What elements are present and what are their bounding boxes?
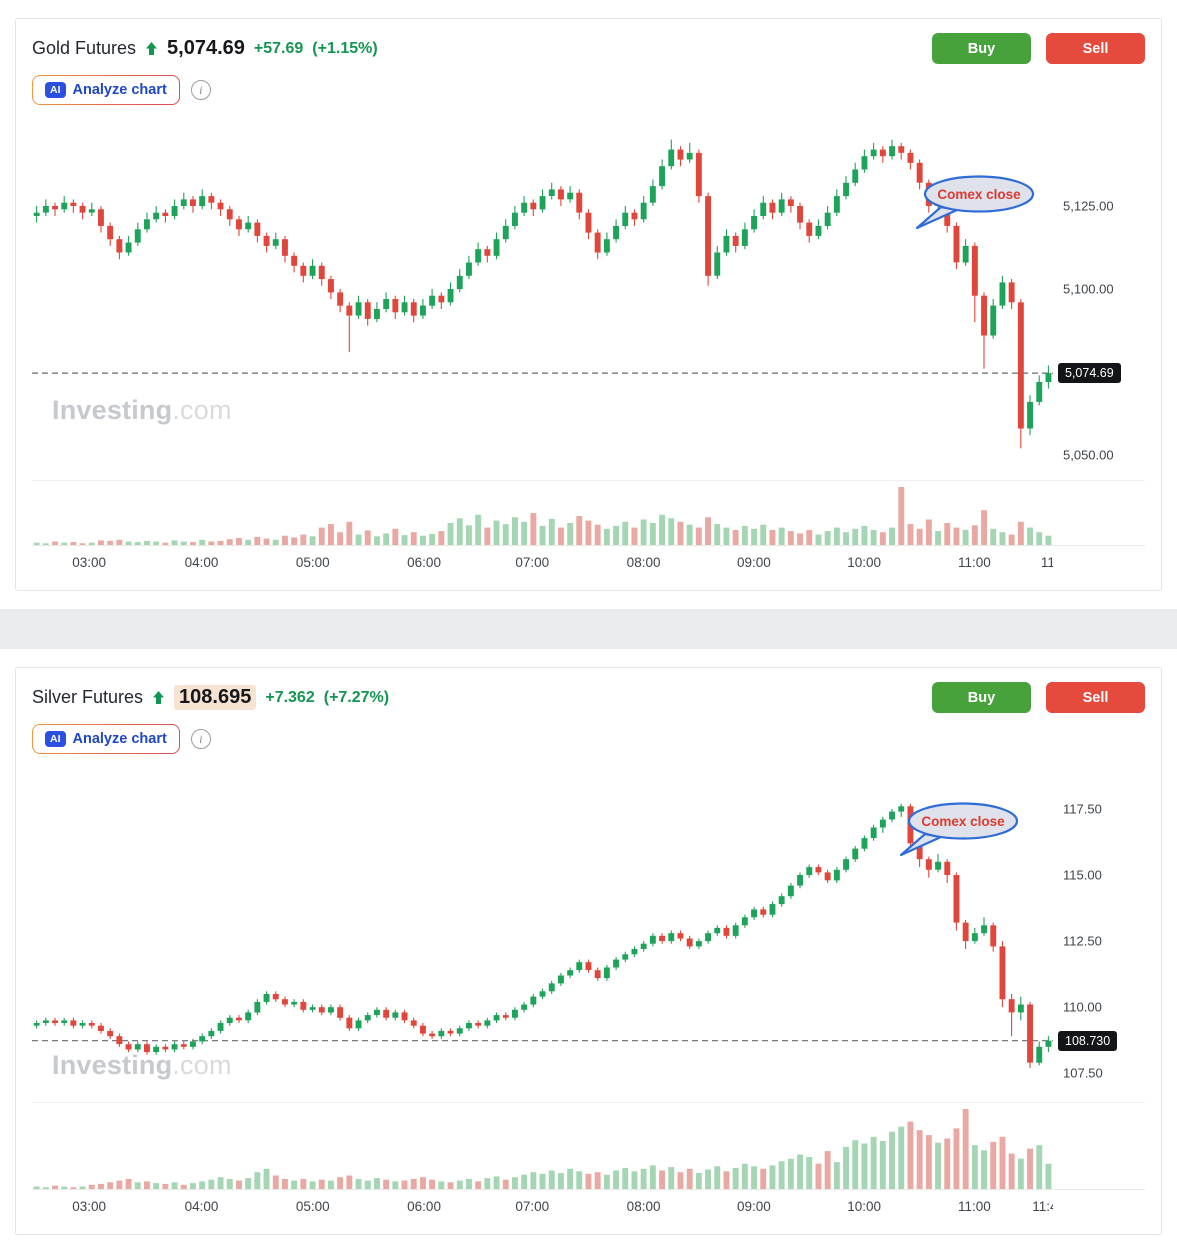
x-axis-label: 07:00: [515, 1199, 550, 1214]
price-up-arrow-icon: [152, 690, 165, 705]
x-axis-label: 11:4: [1032, 1199, 1053, 1214]
x-axis-label: 03:00: [72, 1199, 107, 1214]
last-price-tag: 108.730: [1058, 1030, 1118, 1051]
x-axis-label: 11:00: [957, 555, 991, 570]
y-axis-label: 5,100.00: [1063, 281, 1114, 297]
x-axis-label: 06:00: [407, 555, 441, 570]
y-axis-label: 112.50: [1063, 933, 1102, 949]
chart-toolbar: AI Analyze chart i: [32, 724, 1145, 754]
instrument-title: Silver Futures: [32, 687, 144, 707]
volume-pane: [32, 480, 1145, 546]
chart-toolbar: AI Analyze chart i: [32, 75, 1145, 105]
buy-button[interactable]: Buy: [932, 682, 1031, 713]
ai-badge-icon: AI: [45, 731, 66, 747]
panel-divider: [0, 609, 1177, 649]
y-axis-label: 115.00: [1063, 867, 1102, 883]
trade-buttons: Buy Sell: [932, 682, 1145, 713]
chart-area: Investing.com Comex close 117.50 115.00 11…: [32, 772, 1145, 1097]
x-axis: 03:00 04:00 05:00 06:00 07:00 08:00 09:00 10:00…: [32, 546, 1053, 576]
candlestick-series: [32, 139, 1053, 449]
quote-summary: Silver Futures 108.695 +7.362 (+7.27%): [32, 685, 389, 710]
analyze-chart-label: Analyze chart: [72, 82, 167, 98]
axis-spacer: [1053, 1103, 1145, 1189]
panel-header: Gold Futures 5,074.69 +57.69 (+1.15%) Bu…: [32, 33, 1145, 64]
axis-spacer: [1053, 1190, 1145, 1220]
sell-button[interactable]: Sell: [1046, 33, 1145, 64]
y-axis-label: 117.50: [1063, 801, 1102, 817]
y-axis: 117.50 115.00 112.50 110.00 107.50 108.730: [1053, 772, 1145, 1097]
trading-page: Gold Futures 5,074.69 +57.69 (+1.15%) Bu…: [0, 18, 1177, 1235]
x-axis-label: 04:00: [184, 555, 219, 570]
x-axis-label: 04:00: [184, 1199, 219, 1214]
gold-futures-panel: Gold Futures 5,074.69 +57.69 (+1.15%) Bu…: [15, 18, 1162, 591]
analyze-chart-button[interactable]: AI Analyze chart: [32, 724, 180, 754]
x-axis-label: 05:00: [295, 1199, 330, 1214]
last-price: 5,074.69: [167, 37, 245, 59]
x-axis: 03:00 04:00 05:00 06:00 07:00 08:00 09:00 10:00…: [32, 1190, 1053, 1220]
volume-pane: [32, 1102, 1145, 1190]
price-up-arrow-icon: [145, 41, 158, 56]
last-price: 108.695: [174, 685, 257, 710]
x-axis-label: 11: [1040, 555, 1053, 570]
volume-chart[interactable]: [32, 1103, 1053, 1189]
y-axis: 5,125.00 5,100.00 5,050.00 5,074.69: [1053, 123, 1145, 475]
x-axis-label: 06:00: [407, 1199, 441, 1214]
instrument-title: Gold Futures: [32, 38, 137, 58]
buy-button[interactable]: Buy: [932, 33, 1031, 64]
x-axis-label: 11:00: [957, 1199, 991, 1214]
axis-spacer: [1053, 481, 1145, 545]
panel-header: Silver Futures 108.695 +7.362 (+7.27%) B…: [32, 682, 1145, 713]
quote-summary: Gold Futures 5,074.69 +57.69 (+1.15%): [32, 37, 378, 60]
silver-futures-panel: Silver Futures 108.695 +7.362 (+7.27%) B…: [15, 667, 1162, 1235]
x-axis-label: 07:00: [515, 555, 550, 570]
x-axis-row: 03:00 04:00 05:00 06:00 07:00 08:00 09:00 10:00…: [32, 1190, 1145, 1220]
volume-chart[interactable]: [32, 481, 1053, 545]
x-axis-label: 10:00: [847, 1199, 882, 1214]
x-axis-row: 03:00 04:00 05:00 06:00 07:00 08:00 09:00 10:00…: [32, 546, 1145, 576]
ai-badge-icon: AI: [45, 82, 66, 98]
price-change-pct: (+1.15%): [312, 39, 378, 57]
info-icon[interactable]: i: [190, 729, 211, 749]
x-axis-label: 08:00: [626, 1199, 661, 1214]
y-axis-label: 110.00: [1063, 999, 1102, 1015]
chart-area: Investing.com Comex close 5,125.00 5,100.…: [32, 123, 1145, 475]
analyze-chart-button[interactable]: AI Analyze chart: [32, 75, 180, 105]
price-change: +7.362: [265, 688, 315, 706]
x-axis-label: 08:00: [626, 555, 661, 570]
y-axis-label: 5,125.00: [1063, 198, 1114, 214]
trade-buttons: Buy Sell: [932, 33, 1145, 64]
price-change: +57.69: [253, 39, 304, 57]
sell-button[interactable]: Sell: [1046, 682, 1145, 713]
info-icon[interactable]: i: [190, 80, 211, 100]
price-change-pct: (+7.27%): [323, 688, 390, 706]
x-axis-label: 09:00: [736, 555, 771, 570]
x-axis-label: 05:00: [295, 555, 330, 570]
y-axis-label: 107.50: [1063, 1065, 1103, 1081]
candlestick-series: [32, 803, 1053, 1068]
x-axis-label: 09:00: [736, 1199, 771, 1214]
price-chart[interactable]: Investing.com Comex close: [32, 123, 1053, 475]
y-axis-label: 5,050.00: [1063, 447, 1114, 463]
analyze-chart-label: Analyze chart: [72, 731, 167, 747]
last-price-tag: 5,074.69: [1058, 363, 1121, 384]
price-chart[interactable]: Investing.com Comex close: [32, 772, 1053, 1097]
axis-spacer: [1053, 546, 1145, 576]
x-axis-label: 03:00: [72, 555, 107, 570]
x-axis-label: 10:00: [847, 555, 882, 570]
